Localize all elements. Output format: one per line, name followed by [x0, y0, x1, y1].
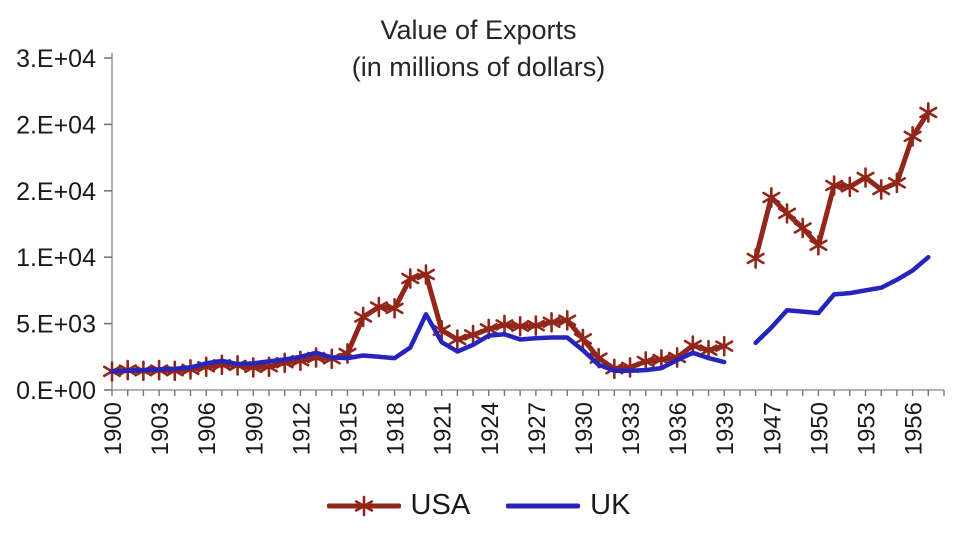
usa-marker — [636, 351, 655, 372]
usa-marker — [448, 329, 467, 350]
usa-marker — [416, 264, 436, 285]
x-tick-label: 1915 — [335, 402, 362, 455]
x-tick-label: 1956 — [901, 402, 928, 455]
legend-label-usa: USA — [410, 489, 471, 521]
star-spoke — [385, 302, 404, 315]
usa-marker — [354, 306, 373, 328]
legend-item-uk: UK — [506, 489, 630, 522]
x-tick-label: 1909 — [241, 402, 268, 455]
star-spoke — [872, 183, 891, 196]
star-spoke — [463, 329, 483, 341]
x-tick-label: 1933 — [618, 402, 645, 455]
star-spoke — [401, 272, 420, 285]
star-spoke — [762, 191, 781, 204]
star-spoke — [542, 316, 561, 329]
y-tick-label: 5.E+03 — [16, 311, 96, 339]
star-spoke — [354, 311, 373, 323]
x-tick-label: 1924 — [477, 402, 504, 455]
usa-marker — [542, 311, 561, 333]
usa-marker — [558, 309, 577, 331]
star-spoke — [746, 252, 765, 265]
usa-marker — [526, 315, 545, 336]
y-tick-label: 2.E+04 — [16, 178, 96, 206]
chart-title: Value of Exports — [380, 15, 577, 45]
usa-marker — [903, 126, 922, 147]
x-tick-label: 1918 — [383, 402, 410, 455]
usa-marker — [573, 328, 593, 350]
star-spoke — [699, 344, 718, 356]
x-tick-label: 1912 — [288, 402, 315, 455]
x-tick-label: 1903 — [147, 402, 174, 455]
x-tick-label: 1939 — [712, 402, 739, 455]
star-spoke — [777, 207, 797, 220]
legend-item-usa: USA — [326, 489, 471, 522]
star-spoke — [683, 339, 702, 352]
x-tick-label: 1921 — [430, 402, 457, 455]
star-spoke — [448, 333, 467, 346]
usa-marker — [840, 176, 859, 198]
star-spoke — [856, 171, 875, 184]
usa-marker — [715, 335, 734, 357]
usa-marker — [463, 324, 483, 346]
star-spoke — [416, 268, 436, 281]
star-spoke — [793, 222, 812, 234]
star-spoke — [369, 301, 388, 313]
star-spoke — [354, 499, 373, 512]
y-tick-label: 3.E+04 — [16, 45, 96, 73]
usa-marker — [762, 187, 781, 208]
uk-series-line — [109, 254, 931, 374]
x-tick-label: 1950 — [806, 402, 833, 455]
usa-marker — [809, 234, 828, 256]
x-tick-label: 1900 — [100, 402, 127, 455]
star-spoke — [495, 319, 514, 331]
x-tick-label: 1953 — [854, 402, 881, 455]
usa-marker — [777, 203, 797, 224]
x-tick-label: 1927 — [524, 402, 551, 455]
chart-title-block: Value of Exports (in millions of dollars… — [0, 12, 957, 86]
star-spoke — [840, 181, 859, 193]
star-spoke — [715, 340, 734, 352]
legend-star-marker — [354, 495, 373, 516]
legend-label-uk: UK — [590, 489, 631, 521]
usa-marker — [856, 167, 875, 188]
star-spoke — [809, 239, 828, 252]
x-tick-label: 1930 — [571, 402, 598, 455]
usa-marker — [401, 268, 420, 289]
legend: USA UK — [0, 489, 957, 522]
star-spoke — [919, 106, 938, 119]
usa-marker — [872, 179, 891, 200]
star-spoke — [636, 355, 655, 368]
uk-series-swatch — [506, 503, 581, 508]
star-spoke — [259, 360, 279, 373]
usa-marker — [511, 315, 530, 337]
chart-subtitle: (in millions of dollars) — [351, 52, 606, 82]
star-spoke — [903, 130, 922, 143]
usa-marker — [887, 172, 906, 194]
star-spoke — [479, 323, 498, 335]
star-spoke — [652, 353, 671, 366]
usa-marker — [652, 349, 671, 370]
star-spoke — [573, 333, 593, 345]
star-spoke — [526, 319, 545, 332]
y-tick-label: 0.E+00 — [16, 377, 96, 405]
x-tick-label: 1936 — [665, 402, 692, 455]
usa-marker — [746, 248, 765, 269]
usa-marker — [495, 314, 514, 336]
usa-marker — [825, 175, 844, 196]
star-spoke — [511, 320, 530, 333]
usa-marker — [919, 102, 938, 123]
y-tick-label: 1.E+04 — [16, 244, 96, 272]
star-spoke — [825, 179, 844, 192]
star-spoke — [887, 177, 906, 189]
x-tick-label: 1947 — [759, 402, 786, 455]
y-tick-label: 2.E+04 — [16, 111, 96, 139]
usa-marker — [369, 296, 388, 318]
usa-marker — [385, 298, 404, 319]
usa-marker — [793, 217, 812, 239]
usa-series-swatch — [326, 495, 401, 516]
x-tick-label: 1906 — [194, 402, 221, 455]
star-spoke — [558, 314, 577, 327]
